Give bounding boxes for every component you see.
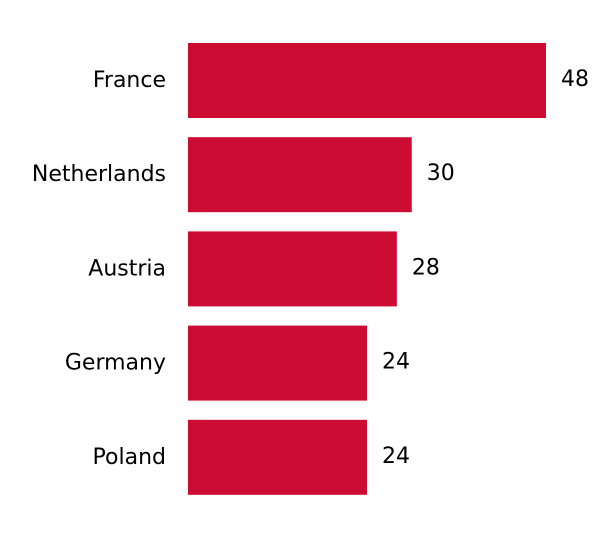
bar-netherlands [188,137,412,213]
value-label: 48 [561,67,589,92]
category-label: Netherlands [32,162,166,187]
bar-austria [188,231,397,307]
category-label: Poland [93,445,166,470]
bar-poland [188,419,367,495]
value-label: 24 [382,350,410,375]
bar-france [188,43,546,118]
value-label: 24 [382,444,410,469]
bars-group [188,43,546,495]
bar-germany [188,325,367,401]
category-label: France [93,68,166,93]
category-label: Austria [88,256,166,281]
value-label: 30 [427,161,455,186]
value-labels-group: 48 30 28 24 24 [382,67,589,469]
category-labels-group: France Netherlands Austria Germany Poland [32,68,166,470]
category-label: Germany [65,351,166,376]
value-label: 28 [412,255,440,280]
